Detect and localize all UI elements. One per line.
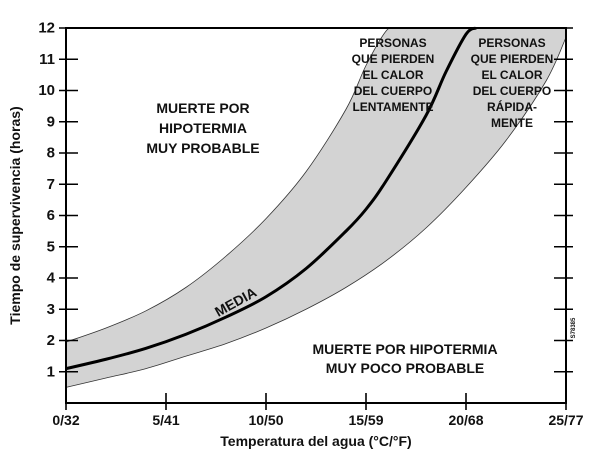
y-tick-label-4: 4 — [47, 270, 56, 287]
annotation-slow-loss-line-4: DEL CUERPO — [354, 84, 432, 98]
annotation-slow-loss: PERSONAS QUE PIERDEN EL CALOR DEL CUERPO LEN… — [352, 36, 435, 114]
y-axis-title: Tiempo de supervivencia (horas) — [7, 106, 23, 324]
annotation-fast-loss-line-4: DEL CUERPO — [473, 84, 551, 98]
annotation-fast-loss-line-3: EL CALOR — [481, 68, 542, 82]
band-lower-edge — [65, 37, 567, 388]
annotation-death-likely: MUERTE POR HIPOTERMIA MUY PROBABLE — [146, 100, 259, 156]
y-tick-label-1: 1 — [47, 363, 55, 380]
annotation-death-likely-line-1: MUERTE POR — [156, 100, 249, 116]
x-tick-label-10: 10/50 — [248, 412, 283, 428]
band-fill — [66, 27, 566, 388]
y-tick-label-9: 9 — [47, 113, 55, 130]
y-tick-label-10: 10 — [38, 82, 55, 99]
annotation-figure-code: S78385 — [571, 317, 577, 338]
y-tick-label-3: 3 — [47, 301, 55, 318]
annotation-slow-loss-line-1: PERSONAS — [359, 36, 426, 50]
annotation-fast-loss-line-2: QUE PIERDEN — [471, 52, 554, 66]
media-curve — [65, 26, 477, 371]
annotation-slow-loss-line-2: QUE PIERDEN — [352, 52, 435, 66]
x-tick-label-25: 25/77 — [548, 412, 583, 428]
x-axis-title: Temperatura del agua (°C/°F) — [220, 433, 411, 449]
y-tick-label-7: 7 — [47, 176, 55, 193]
annotation-fast-loss-line-1: PERSONAS — [478, 36, 545, 50]
annotation-death-unlikely-line-1: MUERTE POR HIPOTERMIA — [312, 341, 497, 357]
x-tick-label-20: 20/68 — [448, 412, 483, 428]
annotation-slow-loss-line-5: LENTAMENTE — [352, 100, 433, 114]
annotation-fast-loss-line-5: RÁPIDA- — [487, 99, 537, 114]
y-tick-label-8: 8 — [47, 145, 55, 162]
y-tick-label-12: 12 — [38, 20, 55, 37]
annotation-fast-loss: PERSONAS QUE PIERDEN EL CALOR DEL CUERPORÁP… — [471, 36, 554, 130]
annotation-death-likely-line-3: MUY PROBABLE — [146, 140, 259, 156]
band-upper-edge — [65, 27, 397, 343]
y-tick-label-2: 2 — [47, 332, 55, 349]
x-tick-label-0: 0/32 — [52, 412, 79, 428]
x-tick-label-5: 5/41 — [152, 412, 179, 428]
uncertainty-band — [65, 27, 567, 388]
annotation-death-likely-line-2: HIPOTERMIA — [159, 120, 247, 136]
y-tick-label-5: 5 — [47, 238, 55, 255]
annotation-death-unlikely: MUERTE POR HIPOTERMIA MUY POCO PROBABLE — [312, 341, 497, 376]
y-tick-label-6: 6 — [47, 207, 55, 224]
annotation-death-unlikely-line-2: MUY POCO PROBABLE — [326, 360, 484, 376]
x-tick-label-15: 15/59 — [348, 412, 383, 428]
media-curve-group — [65, 26, 477, 371]
y-tick-label-11: 11 — [39, 51, 55, 68]
annotation-fast-loss-line-6: MENTE — [491, 116, 533, 130]
annotation-slow-loss-line-3: EL CALOR — [362, 68, 423, 82]
